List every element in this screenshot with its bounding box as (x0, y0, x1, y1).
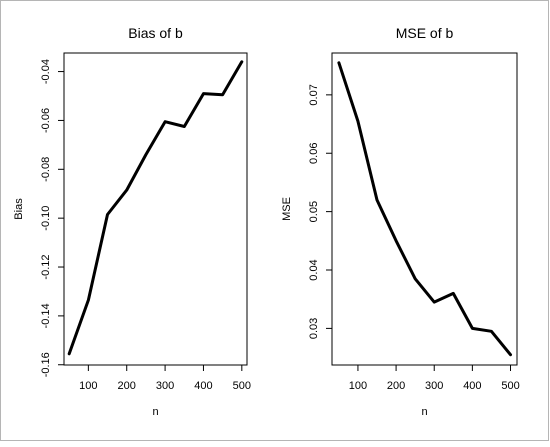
y-tick-label: -0.16 (40, 352, 52, 377)
x-tick-label: 400 (194, 380, 212, 392)
y-tick-label: -0.14 (40, 303, 52, 328)
y-axis: 0.03 0.04 0.05 0.06 0.07 (308, 84, 333, 339)
y-tick-label: 0.03 (308, 318, 320, 339)
y-tick-label: 0.06 (308, 143, 320, 164)
x-axis-label: n (152, 406, 158, 418)
chart-title: MSE of b (396, 25, 454, 41)
x-tick-label: 100 (349, 380, 367, 392)
x-axis-label: n (421, 406, 427, 418)
x-axis: 100 200 300 400 500 (349, 364, 520, 392)
chart-panel-1: Bias of b 100 200 300 400 500 n -0.16 -0.14 -0.12… (13, 25, 251, 418)
y-axis-label: Bias (13, 198, 25, 220)
series-line (337, 61, 512, 357)
y-tick-label: -0.10 (40, 206, 52, 231)
y-tick-label: -0.08 (40, 157, 52, 182)
y-tick-label: 0.07 (308, 84, 320, 105)
x-axis: 100 200 300 400 500 (79, 364, 251, 392)
x-tick-label: 300 (425, 380, 443, 392)
x-tick-label: 400 (463, 380, 481, 392)
chart-panel-2: MSE of b 100 200 300 400 500 n 0.03 0.04 0.05 0.06… (281, 25, 520, 418)
y-tick-label: 0.04 (308, 259, 320, 280)
y-axis-label: MSE (281, 197, 293, 221)
x-tick-label: 500 (233, 380, 251, 392)
y-tick-label: 0.05 (308, 201, 320, 222)
y-tick-label: -0.12 (40, 254, 52, 279)
x-tick-label: 500 (501, 380, 519, 392)
x-tick-label: 100 (79, 380, 97, 392)
x-tick-label: 200 (118, 380, 136, 392)
x-tick-label: 300 (156, 380, 174, 392)
y-tick-label: -0.04 (40, 59, 52, 84)
series-line (67, 60, 244, 356)
y-tick-label: -0.06 (40, 108, 52, 133)
x-tick-label: 200 (387, 380, 405, 392)
chart-title: Bias of b (128, 25, 183, 41)
y-axis: -0.16 -0.14 -0.12 -0.10 -0.08 -0.06 -0.04 (40, 59, 65, 377)
